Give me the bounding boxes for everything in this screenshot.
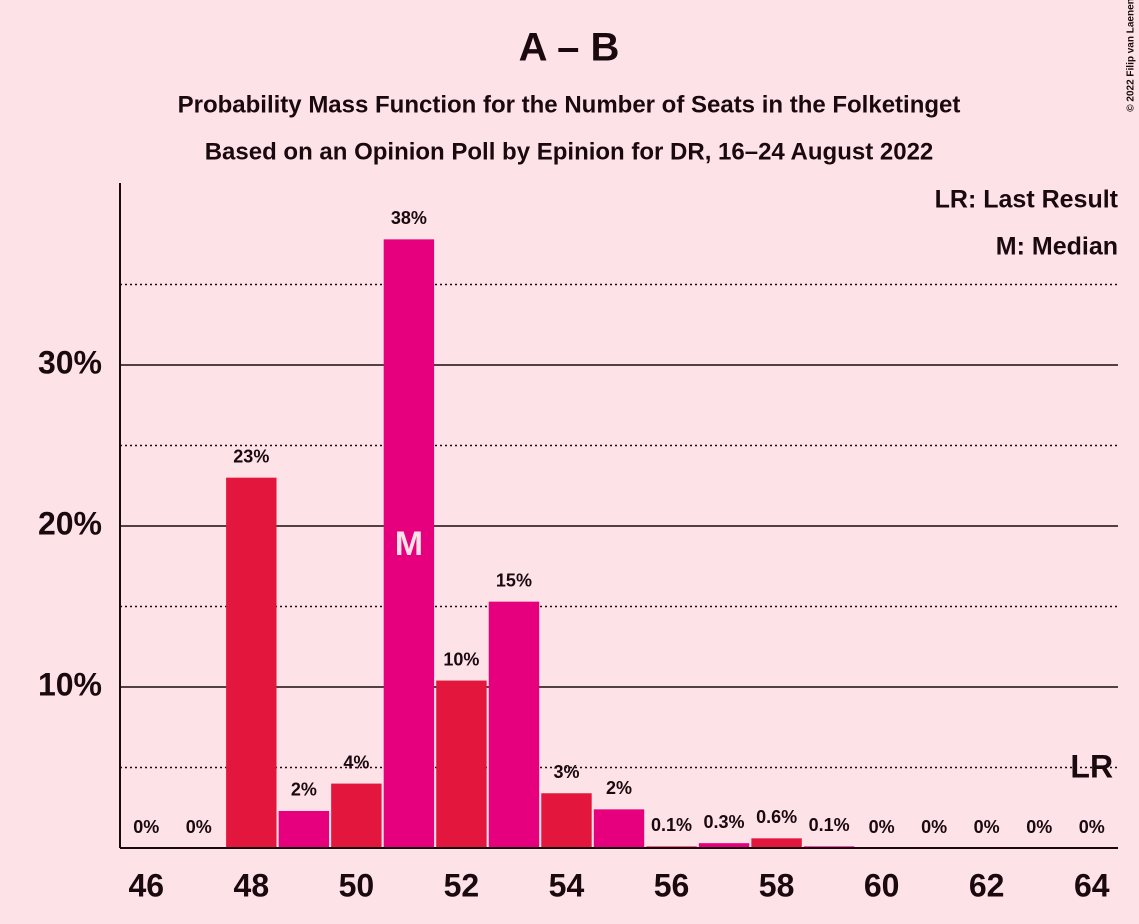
copyright: © 2022 Filip van Laenen	[1126, 0, 1137, 112]
data-label: 15%	[496, 570, 532, 590]
data-label: 2%	[291, 780, 317, 800]
data-label: 0%	[186, 817, 212, 837]
y-tick-label: 20%	[38, 505, 102, 541]
data-label: 0%	[921, 817, 947, 837]
y-tick-label: 30%	[38, 344, 102, 380]
data-label: 3%	[553, 762, 579, 782]
bar	[436, 680, 487, 848]
data-label: 4%	[343, 752, 369, 772]
median-marker: M	[395, 525, 423, 563]
chart-title: A – B	[519, 26, 620, 70]
x-tick-label: 50	[339, 867, 375, 903]
bar	[593, 809, 645, 848]
data-label: 0.1%	[651, 815, 692, 835]
last-result-marker: LR	[1070, 748, 1113, 784]
x-tick-label: 54	[549, 867, 585, 903]
bar	[541, 793, 592, 848]
legend-entry: LR: Last Result	[935, 186, 1119, 214]
data-label: 0%	[1026, 817, 1052, 837]
data-label: 38%	[391, 208, 427, 228]
chart-subtitle: Probability Mass Function for the Number…	[178, 91, 961, 118]
data-label: 0.1%	[809, 815, 850, 835]
data-label: 10%	[443, 649, 479, 669]
chart-subtitle: Based on an Opinion Poll by Epinion for …	[205, 138, 934, 165]
bar	[331, 783, 382, 848]
data-label: 0%	[974, 817, 1000, 837]
x-tick-label: 60	[864, 867, 900, 903]
x-tick-label: 46	[128, 867, 164, 903]
bar	[278, 810, 330, 848]
bar	[698, 843, 750, 848]
data-label: 0.6%	[756, 807, 797, 827]
legend-entry: M: Median	[996, 233, 1118, 261]
y-tick-label: 10%	[38, 666, 102, 702]
bar	[383, 239, 435, 848]
data-label: 0%	[133, 817, 159, 837]
x-tick-label: 64	[1074, 867, 1110, 903]
data-label: 0%	[869, 817, 895, 837]
bar	[751, 838, 802, 848]
data-label: 0%	[1079, 817, 1105, 837]
data-label: 2%	[606, 778, 632, 798]
data-label: 0.3%	[704, 812, 745, 832]
bar	[226, 477, 277, 848]
data-label: 23%	[233, 446, 269, 466]
x-tick-label: 52	[444, 867, 480, 903]
x-tick-label: 62	[969, 867, 1005, 903]
x-tick-label: 56	[654, 867, 690, 903]
x-tick-label: 58	[759, 867, 795, 903]
x-tick-label: 48	[234, 867, 270, 903]
bar	[488, 601, 540, 848]
